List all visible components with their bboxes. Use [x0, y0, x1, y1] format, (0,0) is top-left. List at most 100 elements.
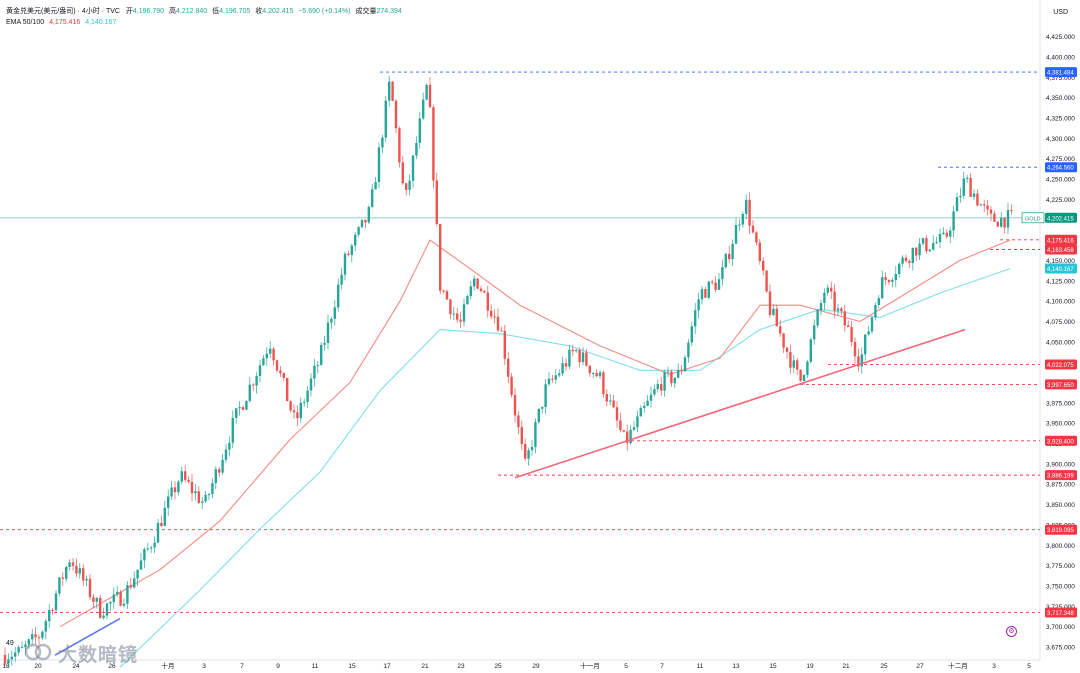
candle-body: [20, 647, 24, 649]
y-tick-label: 4,375.000: [1046, 75, 1075, 82]
candle-body: [833, 291, 836, 311]
candle-body: [367, 206, 370, 223]
candle-body: [44, 621, 47, 632]
x-tick-label: 5: [1027, 663, 1031, 670]
candle-body: [731, 243, 734, 260]
candle-body: [830, 287, 833, 292]
candle-body: [881, 277, 884, 299]
candle-body: [809, 339, 812, 362]
candle-body: [700, 289, 704, 300]
x-tick-label: 3: [992, 663, 996, 670]
candle-body: [350, 245, 353, 255]
settings-icon[interactable]: ⚙: [1006, 626, 1017, 637]
candle-body: [847, 325, 850, 328]
candle-body: [160, 522, 163, 526]
price-tag-label: 4,140.167: [1047, 267, 1074, 273]
candle-body: [942, 232, 945, 234]
candle-body: [245, 400, 248, 410]
price-tag-box: [1045, 67, 1077, 78]
candle-body: [653, 389, 656, 395]
candle-body: [320, 344, 323, 365]
x-tick-label: 20: [34, 663, 42, 670]
candle-body: [721, 267, 724, 280]
candle-body: [643, 405, 646, 408]
x-tick-label: 21: [421, 663, 429, 670]
candle-body: [252, 384, 255, 386]
candle-body: [751, 225, 755, 233]
x-tick-label: 25: [880, 663, 888, 670]
candle-body: [857, 356, 860, 367]
price-tag-box: [1045, 212, 1077, 223]
candle-body: [391, 81, 394, 101]
candle-body: [153, 542, 156, 548]
candle-body: [558, 373, 561, 376]
change-value: −5.690 (+0.14%): [298, 8, 351, 15]
candle-body: [37, 637, 41, 639]
x-tick-label: 26: [108, 663, 116, 670]
candle-body: [510, 376, 513, 395]
candle-body: [996, 221, 999, 227]
candle-body: [323, 342, 326, 345]
candle-body: [282, 373, 285, 378]
candle-body: [139, 560, 143, 570]
candle-body: [755, 232, 758, 243]
close-value: 4,202.415: [262, 8, 294, 15]
candle-body: [221, 459, 224, 473]
candle-body: [150, 547, 153, 549]
candle-body: [309, 378, 313, 391]
candle-body: [279, 370, 282, 374]
x-tick-label: 13: [732, 663, 740, 670]
candle-body: [14, 652, 17, 657]
candle-body: [401, 162, 404, 184]
watermark-logo-icon: [24, 643, 52, 661]
candle-body: [534, 422, 537, 447]
candle-body: [34, 634, 37, 638]
close-label: 收: [255, 8, 263, 15]
candle-body: [666, 371, 670, 373]
candle-body: [707, 281, 710, 298]
price-tag-box: [1045, 359, 1077, 370]
candle-body: [884, 277, 887, 281]
candle-body: [823, 292, 826, 304]
candle-body: [408, 180, 411, 190]
candle-body: [207, 494, 211, 496]
candle-body: [677, 370, 680, 378]
tradingview-logo[interactable]: 49: [6, 640, 14, 647]
candle-body: [170, 487, 173, 497]
price-tag-label: 4,175.416: [1047, 238, 1074, 244]
price-tag-box: [1045, 607, 1077, 618]
candle-body: [564, 363, 568, 367]
candle-body: [697, 299, 700, 311]
candle-body: [374, 182, 377, 190]
candle-body: [78, 568, 81, 574]
candle-body: [65, 567, 68, 579]
candle-body: [680, 370, 683, 372]
candle-body: [442, 290, 445, 292]
candle-body: [265, 353, 268, 359]
y-tick-label: 3,950.000: [1046, 421, 1075, 428]
y-tick-label: 3,675.000: [1046, 645, 1075, 652]
candle-body: [983, 204, 986, 206]
symbol-title[interactable]: 黄金兑美元(美元/盎司) · 4小时 · TVC: [6, 8, 120, 15]
candle-body: [694, 310, 697, 327]
candle-body: [136, 569, 139, 579]
candle-body: [143, 549, 146, 561]
currency-label[interactable]: USD: [1053, 9, 1068, 16]
candle-body: [945, 232, 948, 237]
candle-body: [99, 597, 102, 618]
open-value: 4,196.790: [132, 8, 165, 15]
ema-label[interactable]: EMA 50/100: [6, 19, 45, 26]
price-tag-box: [1045, 524, 1077, 535]
candle-body: [415, 142, 418, 156]
candle-body: [683, 357, 687, 372]
candle-body: [891, 280, 894, 282]
candle-body: [976, 193, 979, 206]
candle-body: [819, 303, 823, 311]
x-tick-label: 19: [806, 663, 814, 670]
price-tag-label: 4,022.075: [1047, 363, 1074, 369]
candle-body: [911, 247, 914, 263]
candle-body: [962, 178, 965, 196]
candle-body: [969, 177, 972, 197]
candle-body: [381, 137, 384, 148]
